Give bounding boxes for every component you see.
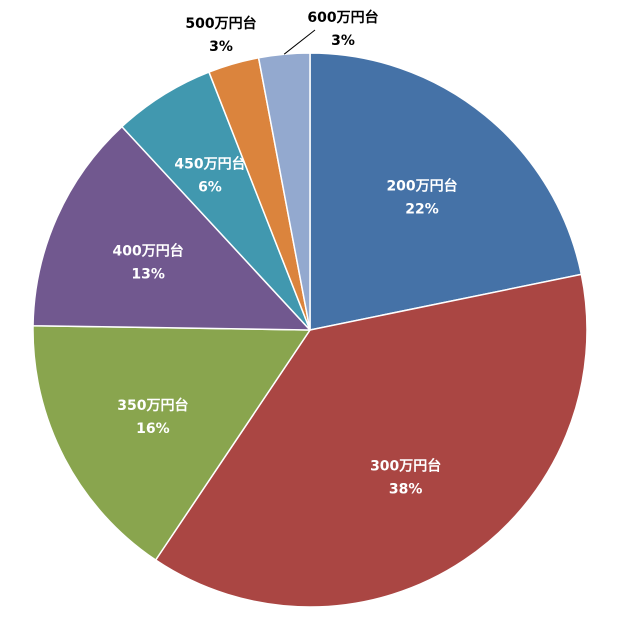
category-label-1: 200万円台: [386, 178, 457, 195]
category-label-3: 350万円台: [117, 397, 188, 414]
percent-label-5: 6%: [198, 179, 222, 195]
percent-label-4: 13%: [131, 267, 165, 283]
leader-line-7: [283, 29, 316, 55]
slice-3: [32, 324, 311, 561]
slice-2: [154, 273, 588, 608]
slice-1: [309, 52, 583, 331]
category-label-5: 450万円台: [174, 155, 245, 172]
category-label-6: 500万円台: [185, 15, 256, 32]
category-label-4: 400万円台: [113, 243, 184, 260]
category-label-7: 600万円台: [307, 9, 378, 26]
slice-4: [32, 125, 311, 331]
category-label-2: 300万円台: [370, 458, 441, 475]
slice-7: [257, 52, 311, 331]
percent-label-1: 22%: [405, 202, 439, 218]
data-labels: 200万円台 22% 300万円台 38% 350万円台 16% 400万円台 13% 450万…: [113, 9, 458, 498]
percent-label-7: 3%: [331, 33, 355, 49]
percent-label-6: 3%: [209, 39, 233, 55]
leader-lines: [283, 29, 316, 55]
percent-label-3: 16%: [136, 421, 170, 437]
pie-slices: [32, 52, 588, 608]
percent-label-2: 38%: [389, 482, 423, 498]
